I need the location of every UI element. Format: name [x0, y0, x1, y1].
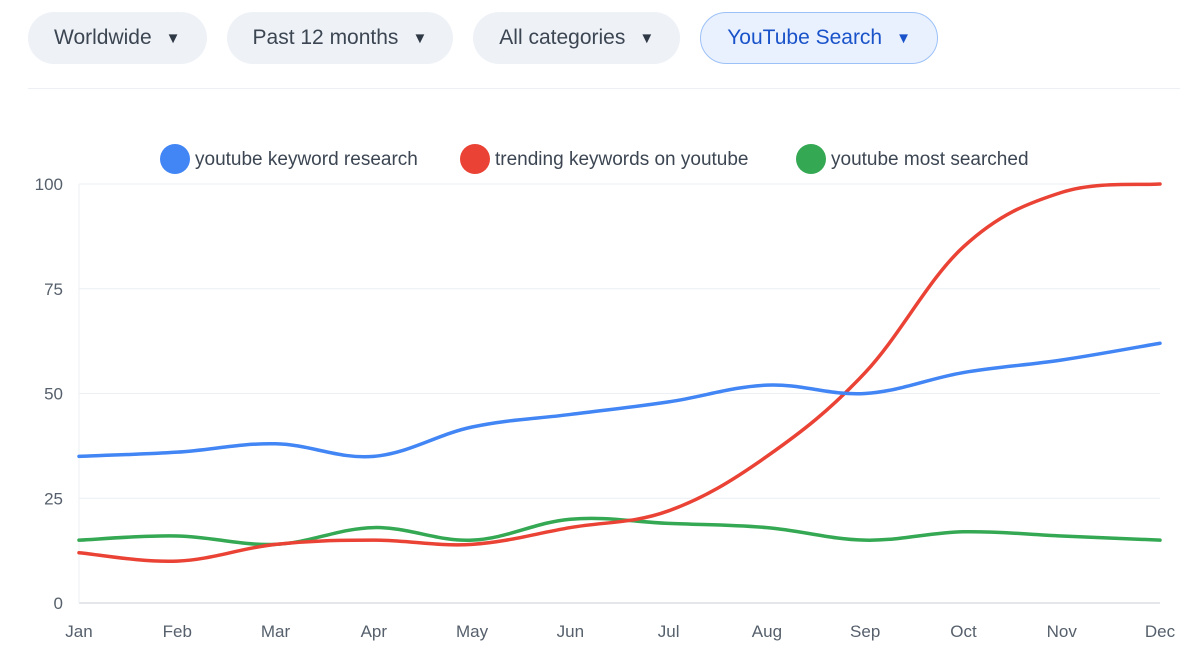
- legend-label: trending keywords on youtube: [495, 149, 749, 170]
- y-tick-label: 75: [44, 280, 63, 299]
- x-tick-label: Oct: [950, 622, 977, 641]
- x-tick-label: Aug: [752, 622, 782, 641]
- series-line-1: [77, 182, 1162, 564]
- region-label: Worldwide: [54, 26, 152, 49]
- y-tick-label: 0: [54, 594, 63, 613]
- y-tick-label: 25: [44, 489, 63, 508]
- x-tick-label: May: [456, 622, 489, 641]
- divider: [28, 88, 1180, 89]
- x-tick-label: Jan: [65, 622, 92, 641]
- x-tick-label: Feb: [163, 622, 192, 641]
- caret-down-icon: ▼: [896, 29, 911, 47]
- x-tick-label: Jun: [557, 622, 584, 641]
- filter-bar: Worldwide ▼ Past 12 months ▼ All categor…: [28, 12, 938, 64]
- legend-label: youtube keyword research: [195, 149, 418, 170]
- y-tick-label: 100: [35, 175, 63, 194]
- x-tick-label: Sep: [850, 622, 880, 641]
- x-tick-label: Dec: [1145, 622, 1176, 641]
- legend-label: youtube most searched: [831, 149, 1029, 170]
- caret-down-icon: ▼: [639, 29, 655, 47]
- x-tick-label: Nov: [1047, 622, 1078, 641]
- caret-down-icon: ▼: [412, 29, 428, 47]
- x-tick-label: Apr: [361, 622, 388, 641]
- search-type-dropdown[interactable]: YouTube Search ▼: [700, 12, 938, 64]
- time-range-dropdown[interactable]: Past 12 months ▼: [226, 12, 454, 64]
- category-label: All categories: [499, 26, 626, 49]
- time-range-label: Past 12 months: [252, 26, 399, 49]
- x-tick-label: Mar: [261, 622, 291, 641]
- region-dropdown[interactable]: Worldwide ▼: [28, 12, 207, 64]
- category-dropdown[interactable]: All categories ▼: [473, 12, 681, 64]
- x-tick-label: Jul: [658, 622, 680, 641]
- legend-marker: [796, 144, 826, 174]
- search-type-label: YouTube Search: [727, 26, 883, 49]
- y-tick-label: 50: [44, 385, 63, 404]
- caret-down-icon: ▼: [165, 29, 181, 47]
- legend-marker: [160, 144, 190, 174]
- legend-marker: [460, 144, 490, 174]
- series-line-0: [77, 341, 1162, 459]
